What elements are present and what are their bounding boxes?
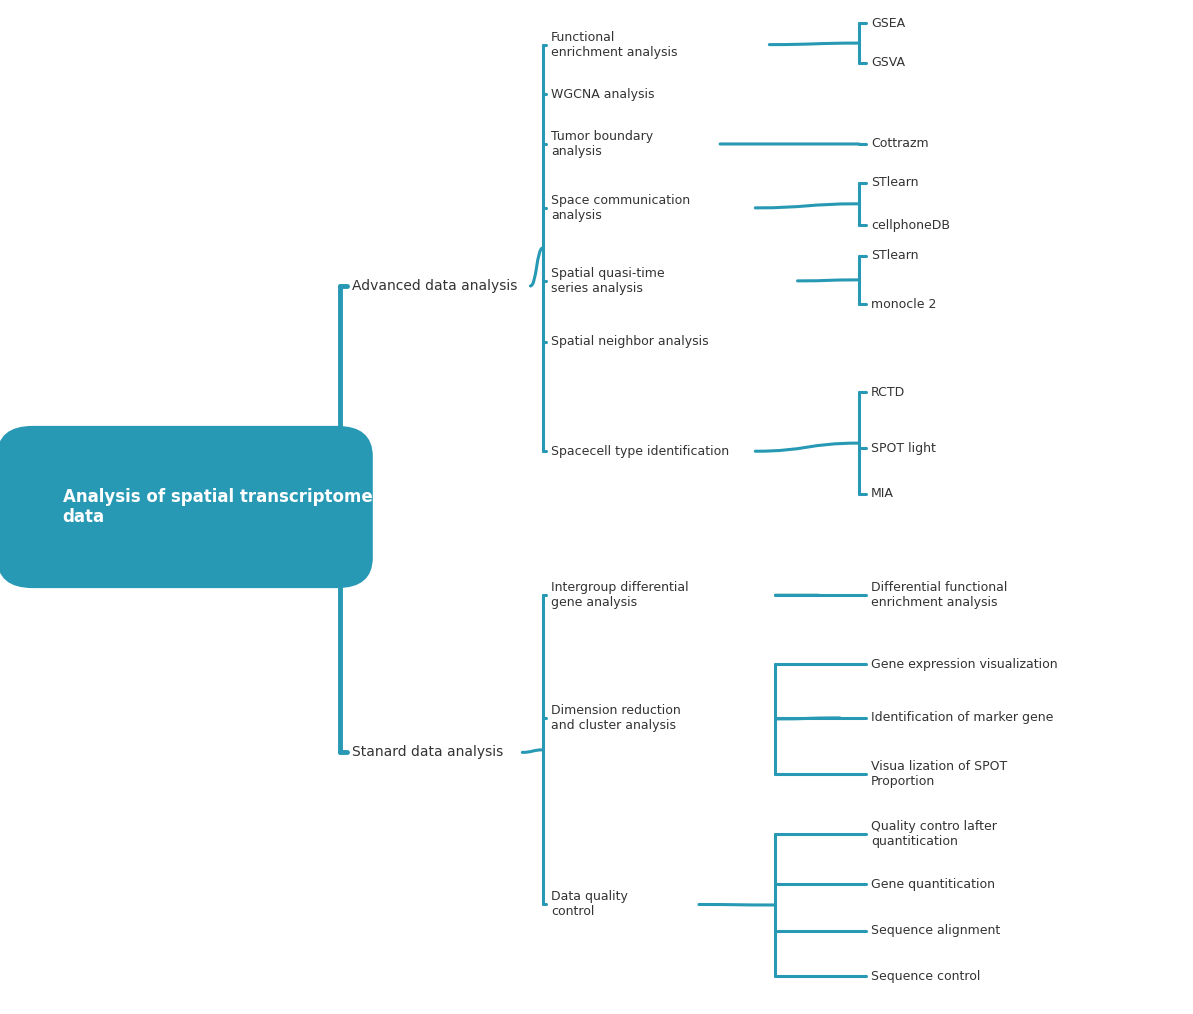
Text: Analysis of spatial transcriptome
data: Analysis of spatial transcriptome data (62, 488, 372, 526)
Text: Dimension reduction
and cluster analysis: Dimension reduction and cluster analysis (551, 704, 681, 732)
Text: SPOT light: SPOT light (871, 442, 935, 454)
Text: Stanard data analysis: Stanard data analysis (352, 745, 503, 759)
Text: Spatial quasi-time
series analysis: Spatial quasi-time series analysis (551, 267, 665, 295)
Text: STlearn: STlearn (871, 176, 919, 189)
Text: Gene quantitication: Gene quantitication (871, 878, 995, 890)
Text: WGCNA analysis: WGCNA analysis (551, 88, 655, 100)
Text: GSVA: GSVA (871, 57, 904, 69)
Text: Visua lization of SPOT
Proportion: Visua lization of SPOT Proportion (871, 759, 1007, 788)
Text: MIA: MIA (871, 488, 894, 500)
FancyBboxPatch shape (0, 426, 372, 588)
Text: Space communication
analysis: Space communication analysis (551, 194, 691, 222)
Text: monocle 2: monocle 2 (871, 298, 937, 310)
Text: GSEA: GSEA (871, 17, 905, 29)
Text: cellphoneDB: cellphoneDB (871, 219, 950, 231)
Text: Spatial neighbor analysis: Spatial neighbor analysis (551, 336, 709, 348)
Text: Advanced data analysis: Advanced data analysis (352, 279, 518, 293)
Text: Data quality
control: Data quality control (551, 890, 628, 919)
Text: STlearn: STlearn (871, 249, 919, 262)
Text: Cottrazm: Cottrazm (871, 138, 928, 150)
Text: Spacecell type identification: Spacecell type identification (551, 445, 729, 457)
Text: Intergroup differential
gene analysis: Intergroup differential gene analysis (551, 581, 688, 609)
Text: Tumor boundary
analysis: Tumor boundary analysis (551, 130, 654, 158)
Text: Gene expression visualization: Gene expression visualization (871, 658, 1057, 670)
Text: RCTD: RCTD (871, 386, 905, 399)
Text: Functional
enrichment analysis: Functional enrichment analysis (551, 30, 678, 59)
Text: Sequence alignment: Sequence alignment (871, 925, 1000, 937)
Text: Differential functional
enrichment analysis: Differential functional enrichment analy… (871, 581, 1007, 609)
Text: Identification of marker gene: Identification of marker gene (871, 712, 1053, 724)
Text: Quality contro lafter
quantitication: Quality contro lafter quantitication (871, 819, 997, 848)
Text: Sequence control: Sequence control (871, 970, 981, 983)
